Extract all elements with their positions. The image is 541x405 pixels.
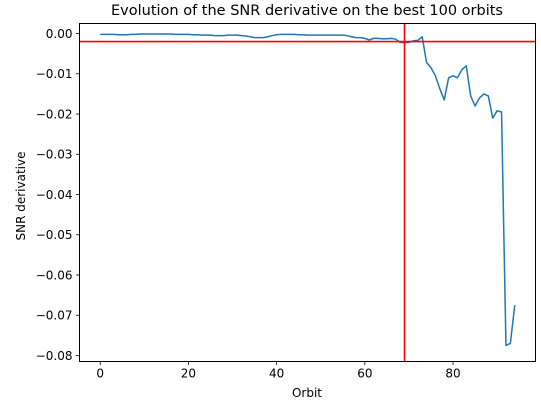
series-line-0 bbox=[100, 33, 516, 347]
x-tick-label: 60 bbox=[357, 367, 372, 381]
y-tick-label: −0.04 bbox=[36, 188, 73, 202]
y-tick-label: −0.08 bbox=[36, 349, 73, 363]
y-tick-label: −0.06 bbox=[36, 268, 73, 282]
x-tick-label: 80 bbox=[445, 367, 460, 381]
y-axis-ticks: 0.00 −0.01 −0.02 −0.03 −0.04 −0.05 −0.06 −0.07 −… bbox=[36, 27, 80, 363]
y-tick-label: −0.07 bbox=[36, 309, 73, 323]
y-axis-label: SNR derivative bbox=[14, 152, 28, 241]
y-tick-label: −0.02 bbox=[36, 107, 73, 121]
y-tick-label: −0.03 bbox=[36, 148, 73, 162]
y-tick-label: −0.05 bbox=[36, 228, 73, 242]
x-tick-label: 20 bbox=[181, 367, 196, 381]
plot-frame bbox=[79, 23, 536, 362]
x-tick-label: 40 bbox=[269, 367, 284, 381]
plot-area bbox=[79, 23, 536, 362]
y-tick-label: 0.00 bbox=[46, 27, 73, 41]
x-axis-label: Orbit bbox=[292, 386, 322, 400]
y-tick-label: −0.01 bbox=[36, 67, 73, 81]
chart-title: Evolution of the SNR derivative on the b… bbox=[111, 3, 503, 19]
x-tick-label: 0 bbox=[96, 367, 104, 381]
x-axis-ticks: 0 20 40 60 80 bbox=[96, 361, 461, 381]
